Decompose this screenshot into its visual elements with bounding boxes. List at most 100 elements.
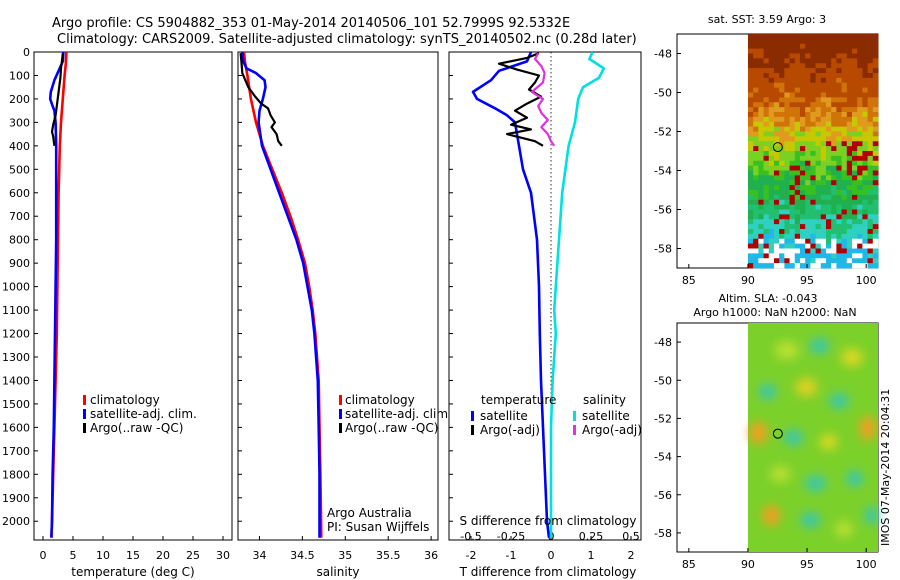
sst-cell xyxy=(836,87,842,93)
sst-cell xyxy=(862,107,868,113)
sst-cell xyxy=(851,121,858,128)
sst-cell xyxy=(794,229,801,235)
sst-cell xyxy=(758,175,764,181)
sst-cell xyxy=(841,190,848,196)
sst-cell xyxy=(820,116,827,123)
sst-cell xyxy=(794,92,801,98)
sst-cell xyxy=(857,224,863,230)
sst-cell xyxy=(805,126,811,132)
sst-cell xyxy=(768,63,775,69)
sst-cell xyxy=(784,43,790,50)
sst-cell xyxy=(857,258,863,264)
sst-cell xyxy=(773,48,780,54)
sst-cell xyxy=(789,126,796,132)
sst-cell xyxy=(857,248,863,254)
sst-cell xyxy=(846,224,853,230)
sst-cell xyxy=(805,73,811,79)
sst-cell xyxy=(857,165,863,171)
sst-cell xyxy=(820,112,827,118)
sst-cell xyxy=(779,155,785,162)
sst-cell xyxy=(794,224,801,230)
sst-cell xyxy=(815,199,822,206)
sst-cell xyxy=(872,185,879,191)
sst-cell xyxy=(836,97,842,103)
sst-cell xyxy=(846,238,853,245)
sst-cell xyxy=(747,238,754,245)
sst-cell xyxy=(872,126,879,132)
sst-cell xyxy=(841,248,848,254)
sst-cell xyxy=(763,121,770,128)
sst-cell xyxy=(789,146,796,152)
sst-cell xyxy=(799,155,806,162)
sst-cell xyxy=(825,214,832,220)
sst-cell xyxy=(768,97,775,103)
sst-cell xyxy=(779,258,785,264)
sst-cell xyxy=(753,165,759,171)
sst-cell xyxy=(810,43,816,50)
sst-cell xyxy=(851,160,858,167)
sst-cell xyxy=(789,238,796,245)
sst-cell xyxy=(831,263,837,269)
sst-cell xyxy=(836,258,842,264)
sst-cell xyxy=(773,68,780,74)
sst-cell xyxy=(773,258,780,264)
sst-cell xyxy=(789,53,796,59)
sst-cell xyxy=(820,238,827,245)
sst-cell xyxy=(763,160,770,167)
sst-cell xyxy=(763,38,770,45)
sst-cell xyxy=(789,165,796,171)
sst-cell xyxy=(768,253,775,259)
sst-cell xyxy=(841,97,848,103)
sst-cell xyxy=(747,141,754,147)
sst-cell xyxy=(851,238,858,245)
sst-cell xyxy=(784,97,790,103)
sst-cell xyxy=(789,68,796,74)
sst-cell xyxy=(773,151,780,157)
sst-cell xyxy=(862,43,868,50)
sst-cell xyxy=(758,107,764,113)
sst-cell xyxy=(872,107,879,113)
sst-cell xyxy=(820,185,827,191)
sst-cell xyxy=(799,116,806,123)
sst-cell xyxy=(836,107,842,113)
sst-cell xyxy=(768,151,775,157)
sst-cell xyxy=(825,238,832,245)
sst-cell xyxy=(779,253,785,259)
sst-cell xyxy=(747,107,754,113)
sst-cell xyxy=(810,170,816,176)
sst-cell xyxy=(851,214,858,220)
sst-cell xyxy=(820,155,827,162)
sst-cell xyxy=(841,48,848,54)
sst-cell xyxy=(810,53,816,59)
sst-cell xyxy=(747,92,754,98)
sst-cell xyxy=(763,170,770,176)
sst-cell xyxy=(825,248,832,254)
sst-cell xyxy=(867,194,874,201)
sst-cell xyxy=(841,253,848,259)
sst-cell xyxy=(872,224,879,230)
depth-tick-label: 200 xyxy=(9,93,30,106)
sst-cell xyxy=(779,121,785,128)
sst-cell xyxy=(784,146,790,152)
sst-grid xyxy=(747,34,879,269)
sst-cell xyxy=(815,116,822,123)
legend-label: Argo(-adj) xyxy=(480,423,540,437)
sst-cell xyxy=(836,160,842,167)
sst-cell xyxy=(789,107,796,113)
difference-x-ticks: -2 -1 0 1 2 xyxy=(466,536,635,562)
sst-cell xyxy=(794,116,801,123)
sst-cell xyxy=(784,63,790,69)
sst-cell xyxy=(820,146,827,152)
sst-cell xyxy=(857,77,863,84)
sst-cell xyxy=(867,258,874,264)
sst-cell xyxy=(831,155,837,162)
sst-cell xyxy=(820,190,827,196)
x-tick-label: 35.5 xyxy=(376,549,401,562)
sst-cell xyxy=(820,87,827,93)
sst-cell xyxy=(867,185,874,191)
sst-cell xyxy=(784,175,790,181)
sst-cell xyxy=(753,170,759,176)
sst-cell xyxy=(753,92,759,98)
sst-cell xyxy=(831,219,837,225)
